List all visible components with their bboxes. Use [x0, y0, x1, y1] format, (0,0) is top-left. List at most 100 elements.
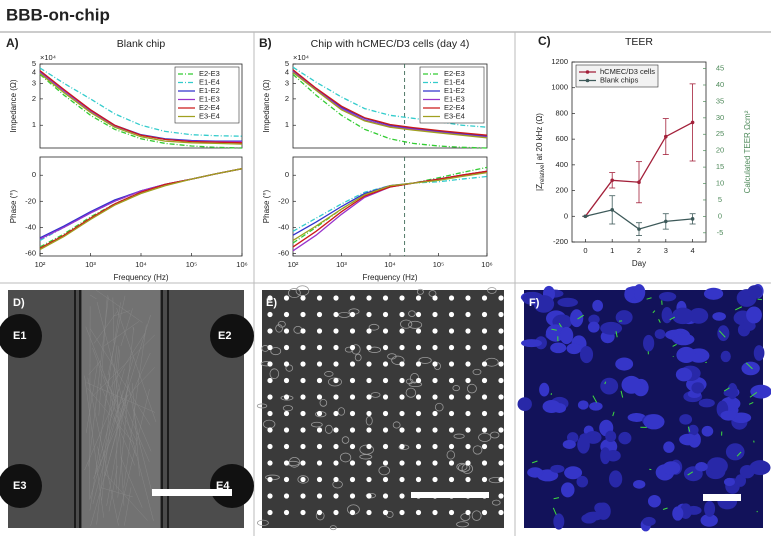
- nucleus: [720, 410, 737, 421]
- junction: [745, 362, 753, 370]
- pillar: [300, 443, 306, 450]
- y-tick-label: 400: [555, 160, 568, 169]
- y-axis-label: Impedance (Ω): [9, 79, 18, 132]
- texture: [116, 367, 155, 409]
- pillar: [399, 509, 405, 516]
- pillar: [465, 344, 471, 351]
- pillar: [366, 295, 372, 301]
- pillar: [366, 394, 372, 400]
- series-line: [292, 69, 488, 136]
- cell: [487, 287, 497, 294]
- point: [664, 134, 668, 139]
- y-axis-label-part: relative: [540, 164, 546, 184]
- pillar: [267, 460, 273, 466]
- cell: [341, 436, 350, 444]
- series-line: [292, 170, 488, 248]
- pillar: [382, 295, 389, 301]
- pillar: [366, 344, 372, 351]
- pillar: [366, 410, 372, 417]
- nucleus: [521, 339, 542, 348]
- x-tick-label: 0: [583, 246, 587, 255]
- pillar: [300, 493, 306, 499]
- texture: [109, 332, 146, 390]
- figure-title: BBB-on-chip: [6, 5, 110, 24]
- axis-multiplier: ×10⁴: [40, 53, 56, 62]
- cell: [408, 320, 423, 329]
- y-axis-label: |Zrelative| at 20 kHz (Ω): [535, 113, 545, 191]
- nucleus: [596, 502, 611, 520]
- pillar: [415, 427, 422, 433]
- texture: [120, 395, 150, 462]
- pillar: [448, 377, 455, 384]
- pillar: [382, 427, 389, 433]
- pillar: [448, 509, 455, 516]
- nucleus: [588, 314, 600, 325]
- junction: [669, 316, 676, 321]
- pillar: [349, 344, 356, 351]
- legend-box: [575, 64, 659, 88]
- nucleus: [703, 287, 724, 300]
- pillar: [316, 460, 323, 466]
- nucleus: [685, 505, 702, 515]
- pillar: [333, 295, 339, 301]
- pillar: [382, 328, 389, 334]
- pillar: [432, 394, 438, 400]
- nucleus: [624, 287, 635, 300]
- texture: [103, 375, 138, 443]
- nucleus: [695, 462, 708, 472]
- pillar: [481, 328, 488, 334]
- texture: [86, 382, 156, 413]
- pillar: [465, 410, 471, 417]
- y2-tick-label: 20: [716, 146, 724, 155]
- pillar: [349, 493, 356, 499]
- point: [690, 120, 695, 125]
- cell: [368, 323, 380, 331]
- y2-tick-label: 35: [716, 96, 724, 105]
- pillar: [448, 361, 455, 367]
- x-tick-label: 10⁵: [186, 260, 197, 269]
- junction: [672, 343, 677, 347]
- x-axis-label: Frequency (Hz): [362, 273, 417, 282]
- pillar: [382, 377, 389, 384]
- pillar: [415, 443, 422, 450]
- cell: [392, 421, 401, 429]
- pillar: [498, 295, 504, 301]
- cell: [257, 519, 269, 527]
- y-axis-label: Phase (°): [262, 189, 271, 223]
- cell: [446, 450, 455, 460]
- pillar: [498, 344, 504, 351]
- cell: [418, 356, 432, 364]
- texture: [96, 301, 154, 521]
- pillar: [498, 509, 504, 516]
- panel-label: E): [266, 297, 277, 309]
- nucleus: [577, 435, 590, 454]
- nucleus: [654, 329, 666, 340]
- cell: [408, 310, 416, 317]
- legend-label: E3-E4: [444, 111, 465, 120]
- texture: [116, 307, 157, 423]
- cell: [365, 492, 377, 499]
- pillar: [448, 328, 455, 334]
- pillar: [465, 476, 471, 483]
- nucleus: [576, 475, 589, 488]
- cell: [472, 445, 483, 455]
- pillar: [283, 427, 290, 433]
- cell: [466, 383, 477, 394]
- pillar: [465, 443, 471, 450]
- pillar: [349, 295, 356, 301]
- electrode-label: E1: [13, 330, 26, 342]
- pillar: [366, 311, 372, 318]
- chart-title: TEER: [625, 36, 653, 48]
- nucleus: [600, 321, 623, 335]
- pillar: [399, 443, 405, 450]
- pillar: [399, 344, 405, 351]
- texture: [96, 290, 143, 323]
- plot-frame: [39, 156, 243, 257]
- nucleus: [723, 388, 739, 397]
- point: [637, 227, 641, 231]
- nucleus: [542, 400, 561, 414]
- pillar: [349, 377, 356, 384]
- pillar: [382, 361, 389, 367]
- pillar: [267, 509, 273, 516]
- pillar: [481, 427, 488, 433]
